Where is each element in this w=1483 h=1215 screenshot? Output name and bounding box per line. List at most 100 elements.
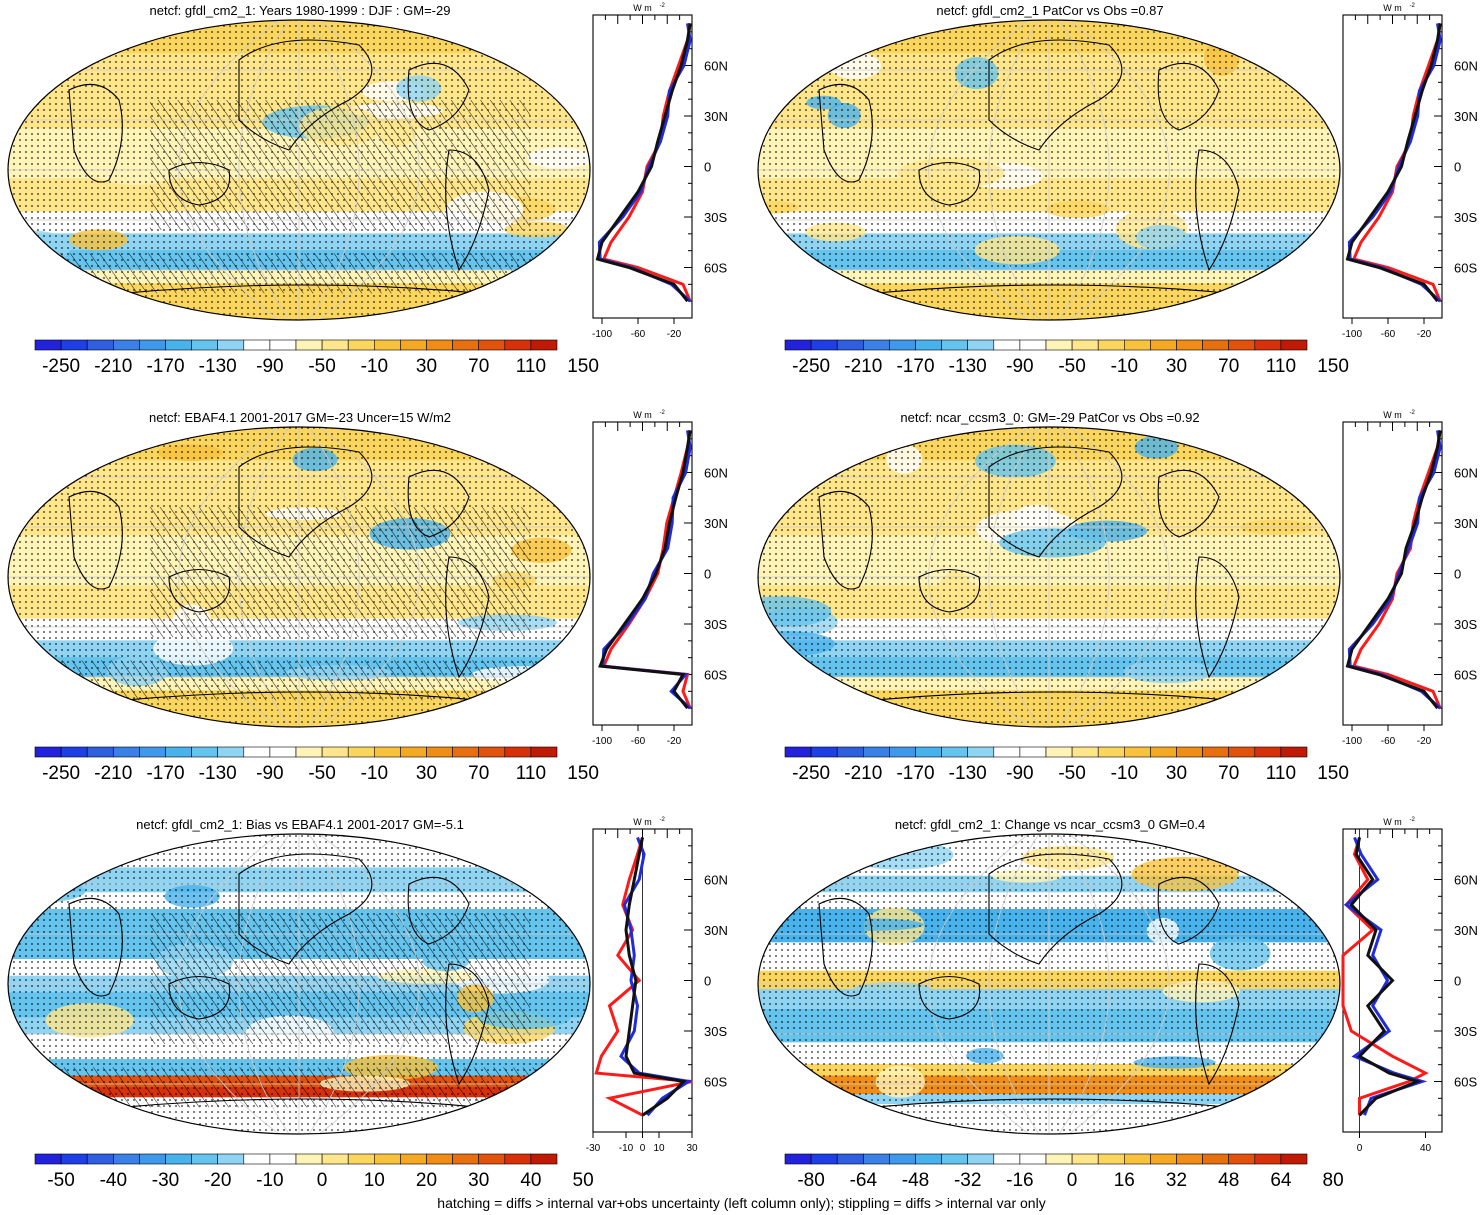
profile-lat-tick-label: 30S [1454, 617, 1477, 632]
colorbar-swatch [478, 339, 506, 351]
profile-x-tick-label: -100 [592, 329, 612, 340]
colorbar-swatch [400, 746, 427, 758]
colorbar-swatch [1124, 1153, 1151, 1165]
colorbar-swatch [1228, 746, 1256, 758]
profile-x-tick-label: -20 [667, 329, 682, 340]
profile-line-model [1345, 430, 1442, 710]
profile-lat-tick-label: 0 [1454, 567, 1461, 582]
colorbar-swatch [1202, 339, 1229, 351]
profile-lat-tick-label: 60S [704, 668, 727, 683]
map-frame [7, 426, 591, 728]
colorbar-swatch [113, 1153, 140, 1165]
colorbar-swatch [1254, 746, 1282, 758]
zonal-profile: W m -2 -100 -60 -20 60N 30N 0 30S 60S [1342, 3, 1478, 340]
colorbar-swatch [321, 339, 349, 351]
colorbar-swatch [60, 746, 88, 758]
profile-x-tick-label: -30 [586, 1143, 601, 1154]
colorbar-swatch [191, 1153, 219, 1165]
profile-line-obs [601, 23, 692, 302]
colorbar-swatch [269, 746, 297, 758]
profile-unit-superscript: -2 [660, 410, 666, 416]
map-field [8, 20, 590, 320]
colorbar-tick-label: 110 [516, 763, 546, 784]
profile-line-obs [1351, 430, 1442, 709]
profile-line-model [598, 430, 692, 710]
colorbar-swatch [1019, 339, 1047, 351]
colorbar-swatch [967, 339, 995, 351]
colorbar-swatch [426, 746, 453, 758]
profile-lat-tick-label: 60N [1454, 466, 1478, 481]
colorbar-swatch [784, 1153, 812, 1165]
profile-lat-tick-label: 0 [704, 567, 711, 582]
colorbar-swatch [915, 1153, 942, 1165]
colorbar-tick-label: 30 [416, 763, 437, 784]
colorbar-swatch [1150, 1153, 1177, 1165]
colorbar-swatch [478, 1153, 506, 1165]
colorbar-swatch [941, 339, 968, 351]
colorbar-swatch [915, 339, 942, 351]
colorbar-swatch [1124, 746, 1151, 758]
colorbar-tick-label: 16 [1114, 1170, 1135, 1191]
colorbar-swatch [1176, 1153, 1203, 1165]
colorbar-swatch [504, 1153, 532, 1165]
colorbar-swatch [1176, 746, 1203, 758]
colorbar-tick-label: -210 [94, 356, 132, 377]
colorbar-swatch [862, 339, 890, 351]
profile-x-tick-label: -10 [619, 1143, 634, 1154]
profile-lat-tick-label: 30N [704, 109, 728, 124]
colorbar-swatch [295, 339, 323, 351]
profile-x-tick-label: 30 [686, 1143, 698, 1154]
colorbar-swatch [1019, 1153, 1047, 1165]
profile-unit: W m [1383, 410, 1402, 420]
profile-line-other [1347, 430, 1442, 710]
colorbar-swatch [915, 746, 942, 758]
profile-lat-tick-label: 60N [1454, 873, 1478, 888]
colorbar-swatch [139, 339, 166, 351]
colorbar-tick-label: -90 [256, 763, 283, 784]
colorbar-tick-label: -90 [1006, 356, 1033, 377]
colorbar-tick-label: -90 [1006, 763, 1033, 784]
colorbar-swatch [321, 1153, 349, 1165]
zonal-profile: W m -2 0 40 60N 30N 0 30S 60S [1341, 817, 1478, 1154]
profile-lat-tick-label: 30N [1454, 516, 1478, 531]
colorbar: -250 -210 -170 -130 -90 -50 -10 30 70 110 150 [784, 746, 1349, 784]
colorbar-swatch [862, 746, 890, 758]
profile-unit-superscript: -2 [660, 3, 666, 9]
profile-line-model [595, 23, 692, 303]
colorbar: -50 -40 -30 -20 -10 0 10 20 30 40 50 [34, 1153, 594, 1191]
colorbar-swatch [113, 746, 140, 758]
colorbar-swatch [941, 746, 968, 758]
colorbar-tick-label: -64 [850, 1170, 878, 1191]
profile-x-tick-label: 10 [653, 1143, 665, 1154]
profile-x-tick-label: -100 [1342, 736, 1362, 747]
profile-x-tick-label: 40 [1420, 1143, 1432, 1154]
colorbar-swatch [1097, 746, 1125, 758]
profile-lat-tick-label: 60N [1454, 59, 1478, 74]
colorbar-tick-label: -210 [844, 356, 882, 377]
colorbar-tick-label: -170 [896, 356, 934, 377]
panel-title: netcf: EBAF4.1 2001-2017 GM=-23 Uncer=15… [149, 410, 451, 425]
colorbar-tick-label: -50 [308, 763, 335, 784]
colorbar-swatch [113, 339, 140, 351]
colorbar-tick-label: -90 [256, 356, 283, 377]
colorbar-tick-label: -40 [100, 1170, 127, 1191]
colorbar-swatch [373, 339, 401, 351]
colorbar-swatch [452, 339, 480, 351]
colorbar-swatch [34, 1153, 62, 1165]
colorbar-swatch [191, 339, 219, 351]
profile-lat-tick-label: 0 [1454, 974, 1461, 989]
profile-x-tick-label: -100 [1342, 329, 1362, 340]
colorbar-tick-label: -210 [844, 763, 882, 784]
colorbar-swatch [530, 339, 558, 351]
colorbar-tick-label: 0 [1067, 1170, 1078, 1191]
colorbar-tick-label: 150 [567, 356, 599, 377]
colorbar-swatch [993, 1153, 1021, 1165]
colorbar-swatch [217, 1153, 245, 1165]
colorbar-swatch [784, 746, 812, 758]
colorbar-swatch [1150, 746, 1177, 758]
profile-line-obs [1351, 23, 1442, 302]
panel-title: netcf: gfdl_cm2_1: Years 1980-1999 : DJF… [150, 3, 451, 18]
profile-x-tick-label: 0 [1357, 1143, 1363, 1154]
colorbar-swatch [1280, 746, 1308, 758]
profile-lat-tick-label: 30S [704, 210, 727, 225]
